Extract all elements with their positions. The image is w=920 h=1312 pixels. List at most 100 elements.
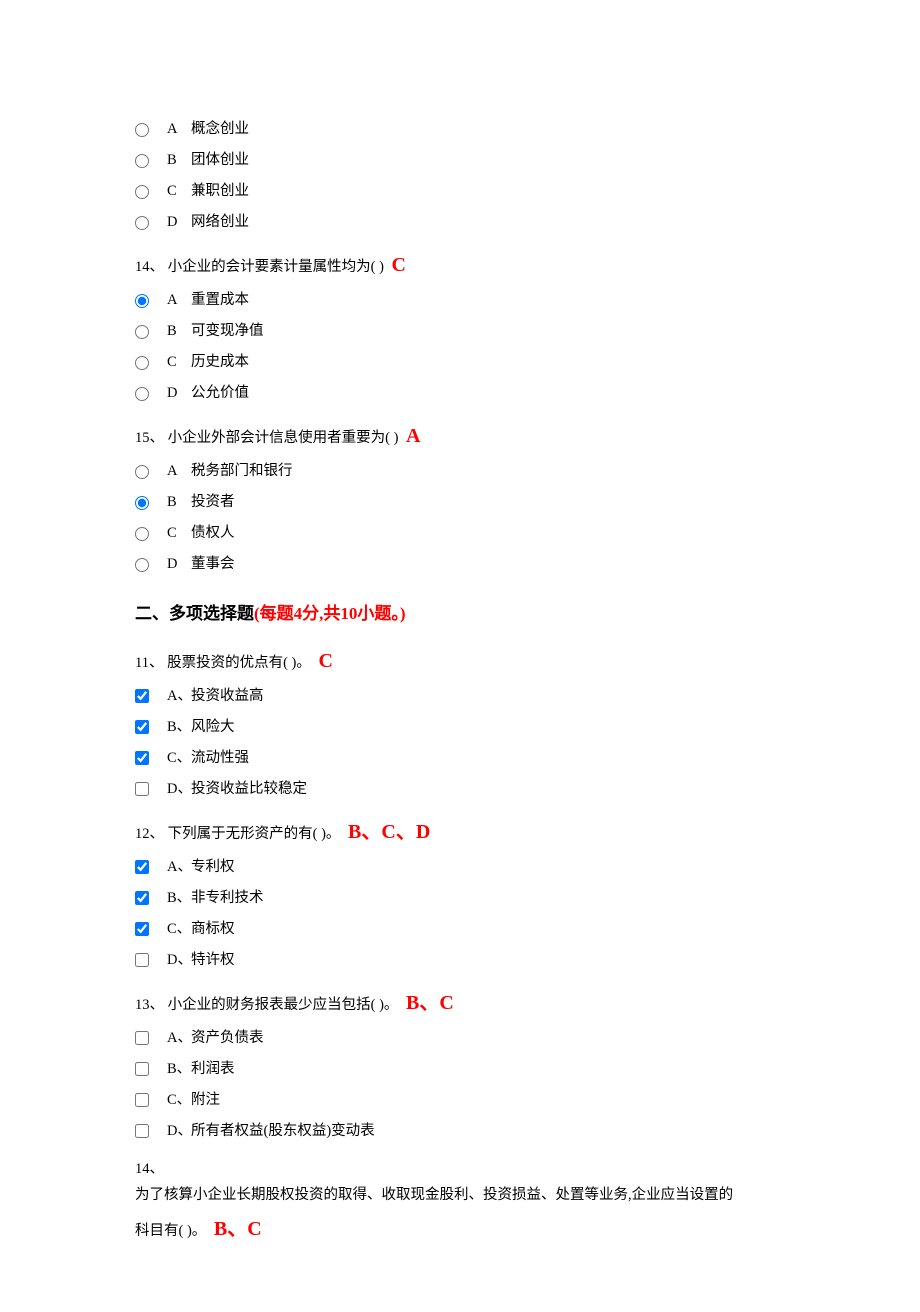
option-label: C	[167, 523, 191, 543]
option-text: 概念创业	[191, 119, 790, 139]
q14-option-a: A 重置成本	[135, 288, 790, 312]
q14-option-c: C 历史成本	[135, 350, 790, 374]
option-label: C	[167, 181, 191, 201]
q13-option-d: D 网络创业	[135, 210, 790, 234]
option-text: 投资收益比较稳定	[191, 779, 790, 799]
q14-answer: C	[392, 254, 406, 276]
mq11-option-b: B、 风险大	[135, 715, 790, 739]
mq11-check-a[interactable]	[135, 689, 149, 703]
option-label: C、	[167, 1090, 191, 1110]
mq12-option-b: B、 非专利技术	[135, 886, 790, 910]
mq11-question: 11、 股票投资的优点有( )。 C	[135, 646, 790, 676]
mq13-answer: B、C	[406, 992, 454, 1014]
option-label: B	[167, 321, 191, 341]
mq13-check-b[interactable]	[135, 1062, 149, 1076]
option-text: 可变现净值	[191, 321, 790, 341]
mq11-text: 股票投资的优点有( )。	[167, 655, 311, 671]
mq12-check-b[interactable]	[135, 891, 149, 905]
option-text: 投资者	[191, 492, 790, 512]
option-label: A、	[167, 686, 191, 706]
option-label: A	[167, 290, 191, 310]
q14-radio-d[interactable]	[135, 387, 149, 401]
option-label: C、	[167, 919, 191, 939]
q13-radio-d[interactable]	[135, 216, 149, 230]
q15-radio-b[interactable]	[135, 496, 149, 510]
q13-radio-a[interactable]	[135, 123, 149, 137]
q14-radio-b[interactable]	[135, 325, 149, 339]
mq12-option-d: D、 特许权	[135, 948, 790, 972]
mq12-option-c: C、 商标权	[135, 917, 790, 941]
option-text: 历史成本	[191, 352, 790, 372]
option-text: 特许权	[191, 950, 790, 970]
option-label: B	[167, 150, 191, 170]
mq14-text-line2: 科目有( )。	[135, 1223, 206, 1239]
q13-option-c: C 兼职创业	[135, 179, 790, 203]
option-text: 团体创业	[191, 150, 790, 170]
mq12-check-d[interactable]	[135, 953, 149, 967]
option-label: A、	[167, 1028, 191, 1048]
q14-question: 14、 小企业的会计要素计量属性均为( ) C	[135, 250, 790, 280]
mq14-answer: B、C	[214, 1218, 262, 1240]
mq13-check-a[interactable]	[135, 1031, 149, 1045]
mq11-check-b[interactable]	[135, 720, 149, 734]
q14-radio-c[interactable]	[135, 356, 149, 370]
mq12-check-a[interactable]	[135, 860, 149, 874]
option-text: 税务部门和银行	[191, 461, 790, 481]
mq11-answer: C	[319, 650, 333, 672]
option-text: 商标权	[191, 919, 790, 939]
option-label: D、	[167, 1121, 191, 1141]
option-label: A	[167, 119, 191, 139]
q15-answer: A	[406, 425, 420, 447]
q15-question: 15、 小企业外部会计信息使用者重要为( ) A	[135, 421, 790, 451]
mq14-text-line1: 为了核算小企业长期股权投资的取得、收取现金股利、投资损益、处置等业务,企业应当设…	[135, 1187, 733, 1203]
mq13-check-c[interactable]	[135, 1093, 149, 1107]
option-text: 流动性强	[191, 748, 790, 768]
option-label: B、	[167, 717, 191, 737]
mq14-num: 14、	[135, 1159, 790, 1181]
q14-text: 小企业的会计要素计量属性均为( )	[168, 259, 384, 275]
section-2-info: (每题4分,共10小题。)	[254, 604, 406, 623]
q14-option-b: B 可变现净值	[135, 319, 790, 343]
mq11-check-c[interactable]	[135, 751, 149, 765]
q14-radio-a[interactable]	[135, 294, 149, 308]
q14-option-d: D 公允价值	[135, 381, 790, 405]
q15-option-d: D 董事会	[135, 552, 790, 576]
section-2-title: 二、多项选择题	[135, 604, 254, 623]
mq12-num: 12、	[135, 826, 164, 842]
option-label: B、	[167, 1059, 191, 1079]
option-label: C、	[167, 748, 191, 768]
mq14-question-line2: 科目有( )。 B、C	[135, 1214, 790, 1244]
mq13-option-a: A、 资产负债表	[135, 1026, 790, 1050]
option-label: D、	[167, 950, 191, 970]
mq11-option-a: A、 投资收益高	[135, 684, 790, 708]
q15-option-c: C 债权人	[135, 521, 790, 545]
q15-num: 15、	[135, 430, 164, 446]
q13-radio-c[interactable]	[135, 185, 149, 199]
option-text: 兼职创业	[191, 181, 790, 201]
mq12-answer: B、C、D	[348, 821, 430, 843]
mq13-option-d: D、 所有者权益(股东权益)变动表	[135, 1119, 790, 1143]
q15-radio-a[interactable]	[135, 465, 149, 479]
q15-radio-d[interactable]	[135, 558, 149, 572]
mq13-check-d[interactable]	[135, 1124, 149, 1138]
option-text: 专利权	[191, 857, 790, 877]
mq13-num: 13、	[135, 997, 164, 1013]
q15-radio-c[interactable]	[135, 527, 149, 541]
mq13-text: 小企业的财务报表最少应当包括( )。	[168, 997, 399, 1013]
mq12-option-a: A、 专利权	[135, 855, 790, 879]
mq11-option-d: D、 投资收益比较稳定	[135, 777, 790, 801]
q15-option-a: A 税务部门和银行	[135, 459, 790, 483]
mq11-num: 11、	[135, 655, 163, 671]
q13-radio-b[interactable]	[135, 154, 149, 168]
option-text: 所有者权益(股东权益)变动表	[191, 1121, 790, 1141]
mq13-question: 13、 小企业的财务报表最少应当包括( )。 B、C	[135, 988, 790, 1018]
mq12-check-c[interactable]	[135, 922, 149, 936]
option-label: B、	[167, 888, 191, 908]
option-text: 投资收益高	[191, 686, 790, 706]
option-label: D	[167, 212, 191, 232]
option-label: D	[167, 554, 191, 574]
option-label: A	[167, 461, 191, 481]
option-text: 网络创业	[191, 212, 790, 232]
option-text: 债权人	[191, 523, 790, 543]
mq11-check-d[interactable]	[135, 782, 149, 796]
